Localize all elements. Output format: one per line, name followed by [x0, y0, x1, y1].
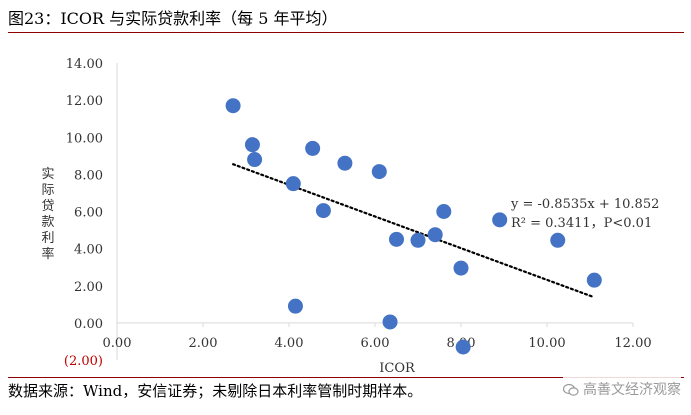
y-axis-title: 实际贷款利率 — [41, 167, 54, 262]
y-tick-label: 8.00 — [74, 168, 103, 183]
data-point — [550, 232, 566, 248]
y-tick-label: 14.00 — [66, 57, 103, 72]
wechat-icon — [563, 383, 579, 396]
x-tick-label: 2.00 — [189, 336, 218, 351]
data-point — [287, 298, 303, 314]
x-tick-label: 6.00 — [361, 336, 390, 351]
data-point — [337, 155, 353, 171]
data-point — [285, 176, 301, 192]
trend-annotation: R² = 0.3411，P<0.01 — [511, 216, 652, 231]
y-tick-label: 0.00 — [74, 317, 103, 332]
y-tick-label: 12.00 — [66, 94, 103, 109]
y-tick-label: (2.00) — [64, 354, 103, 369]
data-point — [382, 314, 398, 330]
x-tick-label: 4.00 — [275, 336, 304, 351]
data-point — [247, 152, 263, 168]
trend-annotation: y = -0.8535x + 10.852 — [510, 197, 659, 212]
watermark-label: 高善文经济观察 — [583, 382, 681, 398]
data-point — [453, 260, 469, 276]
data-point — [315, 203, 331, 219]
x-tick-label: 12.00 — [614, 336, 651, 351]
x-axis-title: ICOR — [379, 361, 416, 376]
x-tick-label: 10.00 — [528, 336, 565, 351]
data-point — [436, 204, 452, 219]
y-tick-label: 6.00 — [74, 206, 103, 221]
figure-title: 图23：ICOR 与实际贷款利率（每 5 年平均） — [8, 6, 684, 33]
y-tick-label: 10.00 — [66, 131, 103, 146]
data-point — [225, 98, 241, 114]
source-note: 数据来源：Wind，安信证券；未剔除日本利率管制时期样本。 — [8, 377, 684, 406]
data-point — [305, 140, 321, 156]
data-point — [427, 227, 443, 243]
data-point — [371, 164, 387, 180]
watermark: 高善文经济观察 — [563, 377, 681, 403]
y-tick-label: 2.00 — [74, 280, 103, 295]
data-point — [586, 272, 602, 288]
data-point — [410, 232, 426, 248]
y-tick-label: 4.00 — [74, 243, 103, 258]
data-point — [492, 212, 508, 228]
data-point — [389, 231, 404, 247]
x-tick-label: 0.00 — [103, 336, 132, 351]
data-point — [244, 137, 260, 153]
data-point — [455, 339, 471, 355]
